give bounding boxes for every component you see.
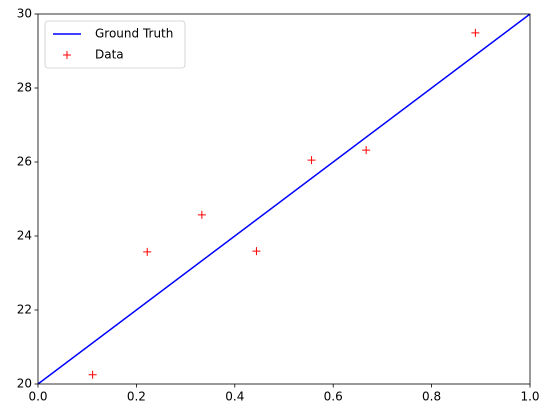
data-point (362, 146, 371, 155)
y-tick-label: 28 (17, 81, 32, 95)
plot-frame (37, 13, 531, 385)
y-tick-label: 30 (17, 7, 32, 21)
data-point (143, 247, 152, 256)
data-point (307, 156, 316, 165)
data-point (252, 247, 261, 256)
x-tick-label: 0.8 (422, 390, 441, 404)
data-point (197, 210, 206, 219)
series-line (38, 14, 530, 384)
x-tick-label: 0.2 (127, 390, 146, 404)
legend-label: Ground Truth (95, 27, 173, 41)
data-point (88, 370, 97, 379)
y-tick-label: 24 (17, 229, 32, 243)
legend-label: Data (95, 48, 124, 62)
y-tick-label: 22 (17, 303, 32, 317)
legend-key (63, 51, 71, 59)
data-point (471, 28, 480, 37)
y-tick-label: 20 (17, 377, 32, 391)
x-tick-label: 0.0 (28, 390, 47, 404)
legend: Ground Truth Data (44, 20, 186, 69)
legend-box (44, 20, 186, 69)
x-tick-label: 1.0 (520, 390, 539, 404)
y-tick-label: 26 (17, 155, 32, 169)
x-tick-label: 0.6 (324, 390, 343, 404)
x-tick-label: 0.4 (225, 390, 244, 404)
